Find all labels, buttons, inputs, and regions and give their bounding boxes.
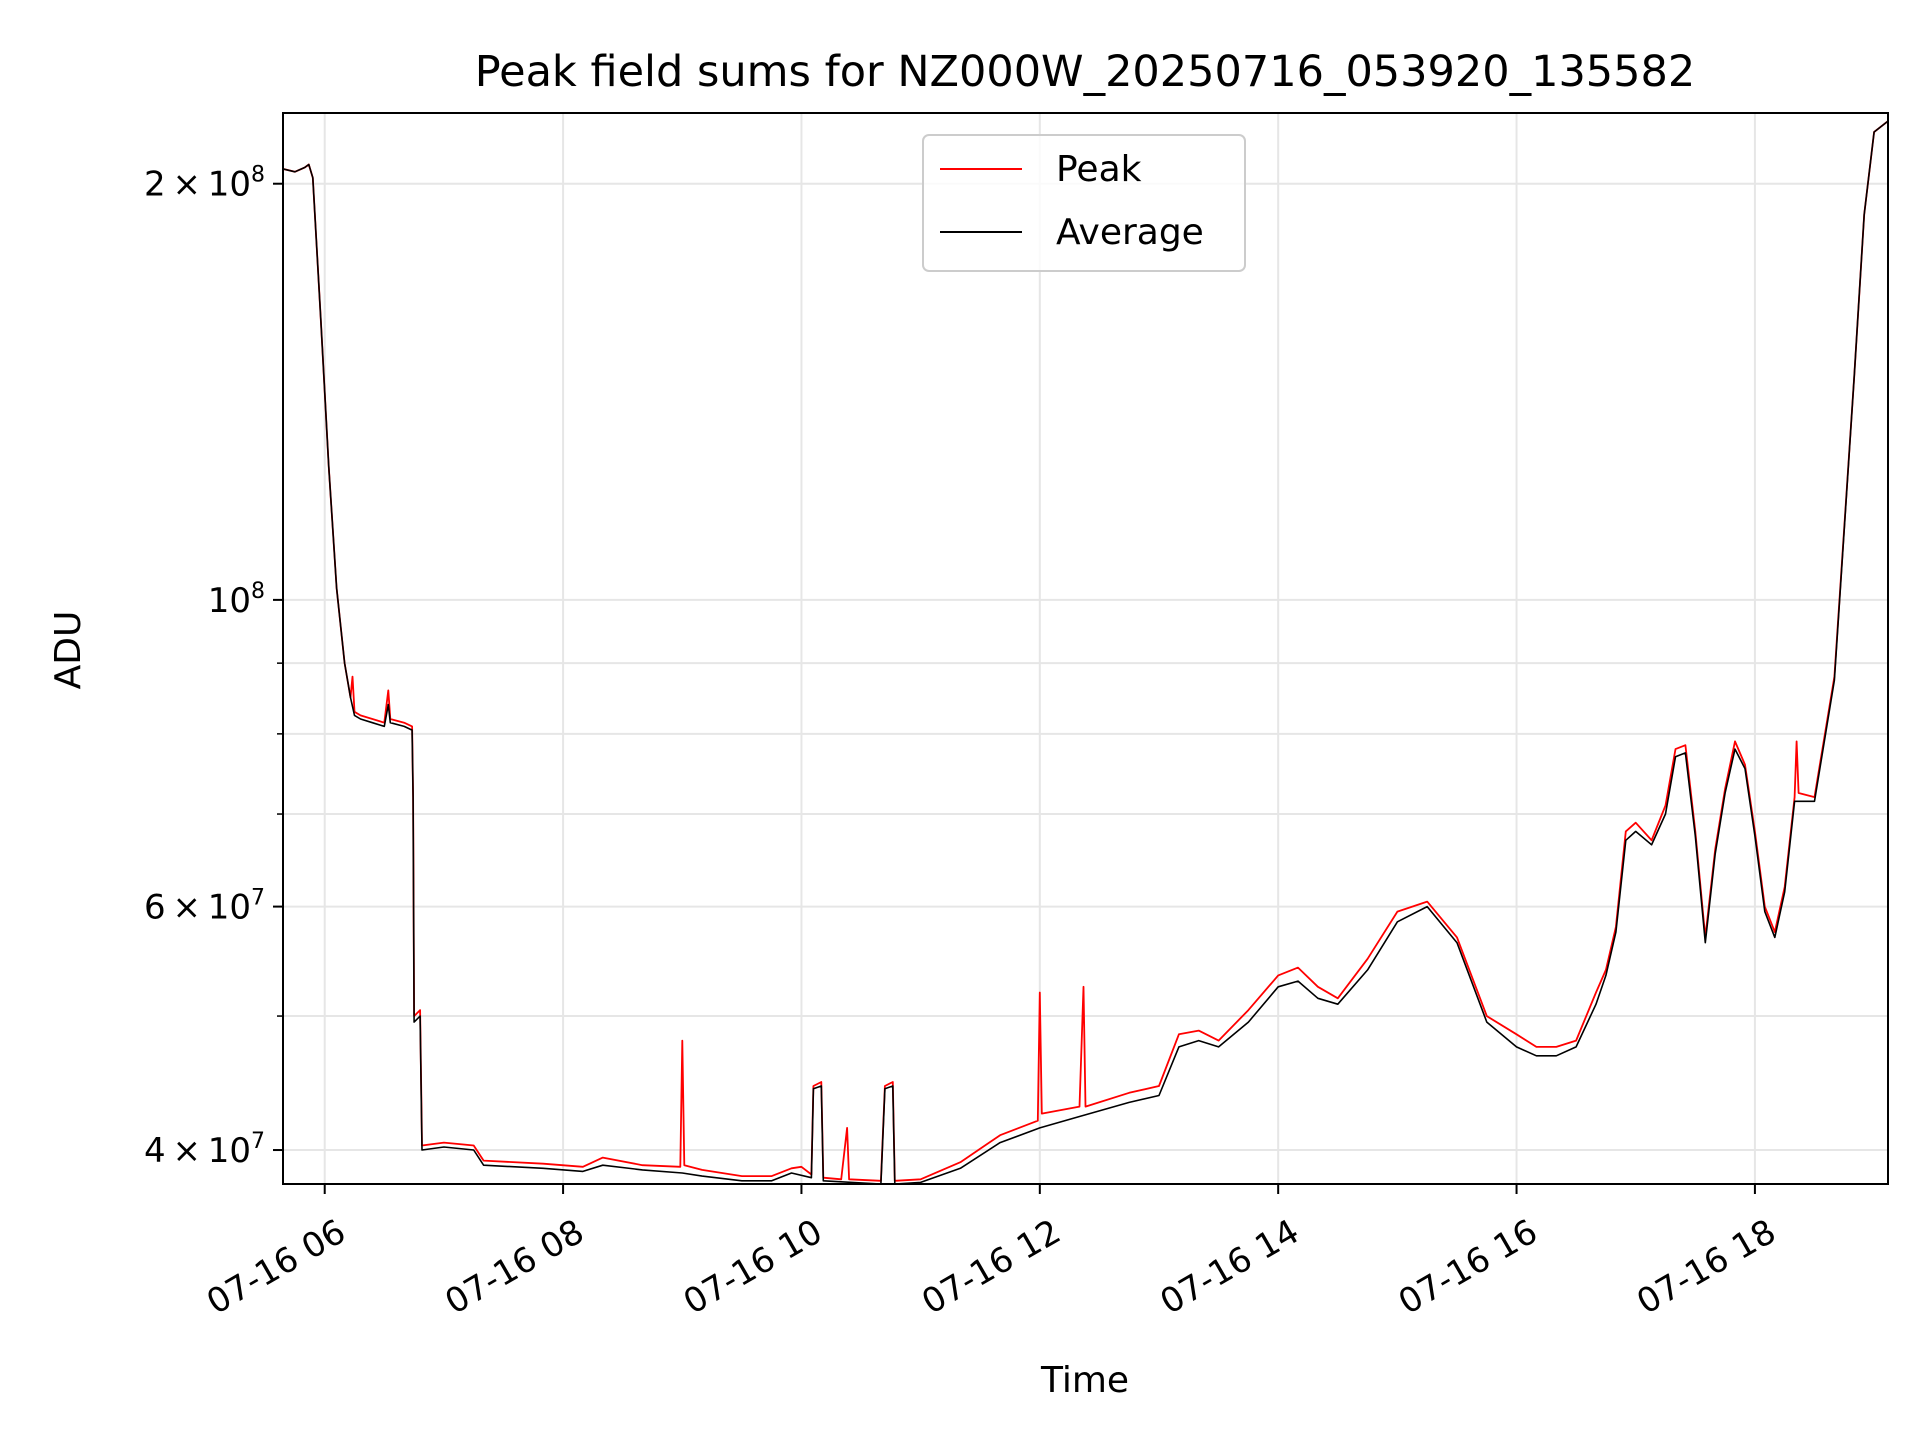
x-axis-label: Time (1040, 1360, 1129, 1401)
legend-average-label: Average (1056, 212, 1204, 253)
legend-peak-label: Peak (1056, 149, 1142, 190)
series-line-average (283, 120, 1888, 1184)
y-tick-exponent: 8 (251, 579, 265, 604)
y-tick-label: 108 (208, 579, 265, 621)
y-tick-base: 10 (208, 581, 251, 621)
y-tick-exponent: 8 (251, 163, 265, 188)
y-tick-base: 6 × 10 (144, 888, 251, 928)
plot-frame (282, 112, 1889, 1185)
y-tick-base: 4 × 10 (144, 1131, 251, 1171)
y-tick-label: 4 × 107 (144, 1129, 265, 1171)
y-tick-label: 6 × 107 (144, 886, 265, 928)
y-tick-label: 2 × 108 (144, 163, 265, 205)
plot-series (283, 120, 1888, 1184)
chart-title: Peak field sums for NZ000W_20250716_0539… (475, 47, 1696, 97)
y-tick-exponent: 7 (251, 886, 265, 911)
y-tick-base: 2 × 10 (144, 165, 251, 205)
legend: Peak Average (922, 134, 1246, 272)
y-axis-label: ADU (48, 611, 89, 690)
y-tick-exponent: 7 (251, 1129, 265, 1154)
